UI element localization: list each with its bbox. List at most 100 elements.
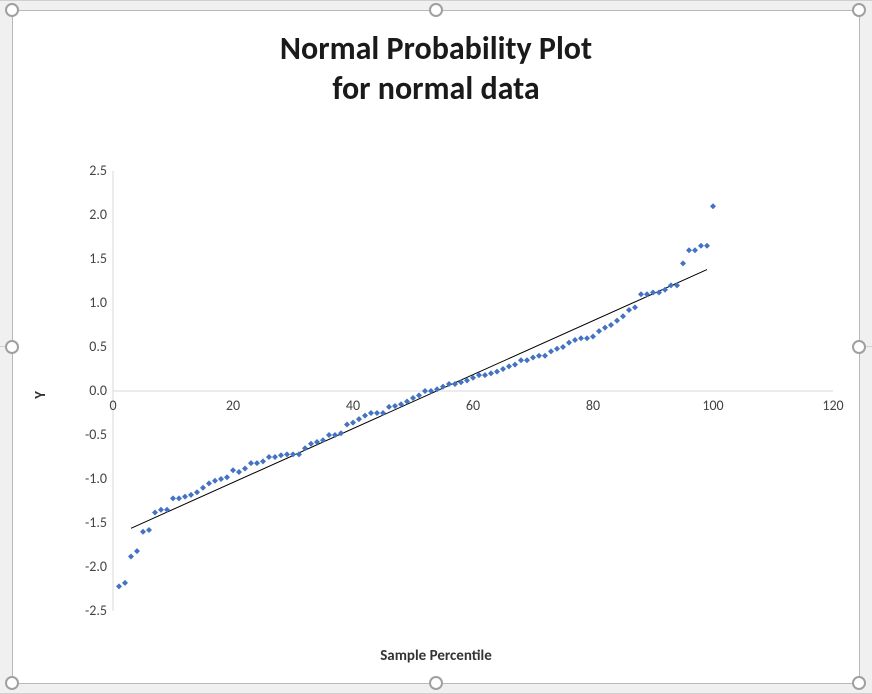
y-tick-label: 0.0	[65, 382, 107, 399]
x-tick-label: 40	[346, 397, 360, 414]
data-point	[704, 243, 710, 249]
data-point	[380, 410, 386, 416]
data-point	[368, 410, 374, 416]
data-point	[122, 580, 128, 586]
data-point	[356, 416, 362, 422]
data-point	[236, 469, 242, 475]
y-tick-label: -0.5	[65, 426, 107, 443]
data-point	[206, 480, 212, 486]
data-point	[590, 333, 596, 339]
resize-handle-ne[interactable]	[852, 3, 866, 17]
data-point	[242, 465, 248, 471]
y-tick-label: 1.0	[65, 294, 107, 311]
data-point	[326, 432, 332, 438]
data-point	[308, 441, 314, 447]
data-point	[488, 370, 494, 376]
y-tick-label: 0.5	[65, 338, 107, 355]
y-tick-label: 2.0	[65, 206, 107, 223]
x-tick-label: 80	[586, 397, 600, 414]
data-point	[116, 583, 122, 589]
data-point	[548, 348, 554, 354]
data-point	[146, 527, 152, 533]
data-point	[320, 437, 326, 443]
data-point	[212, 478, 218, 484]
chart-title: Normal Probability Plot for normal data	[13, 29, 859, 109]
data-point	[194, 489, 200, 495]
data-point	[578, 335, 584, 341]
data-point	[302, 445, 308, 451]
chart-frame[interactable]: Normal Probability Plot for normal data …	[12, 10, 860, 684]
data-point	[392, 403, 398, 409]
data-point	[278, 452, 284, 458]
data-point	[362, 413, 368, 419]
bg-gridline	[0, 0, 872, 1]
data-point	[134, 548, 140, 554]
data-point	[152, 509, 158, 515]
data-point	[668, 282, 674, 288]
data-point	[284, 451, 290, 457]
resize-handle-nw[interactable]	[5, 3, 19, 17]
data-point	[536, 353, 542, 359]
data-point	[482, 372, 488, 378]
data-point	[554, 346, 560, 352]
data-point	[632, 304, 638, 310]
data-point	[260, 458, 266, 464]
plot-area	[113, 171, 833, 611]
y-axis-label: Y	[32, 391, 50, 399]
data-point	[170, 495, 176, 501]
data-point	[506, 363, 512, 369]
chart-container: Normal Probability Plot for normal data …	[0, 0, 872, 694]
data-point	[626, 307, 632, 313]
data-point	[542, 353, 548, 359]
data-point	[596, 328, 602, 334]
y-tick-label: 1.5	[65, 250, 107, 267]
resize-handle-e[interactable]	[852, 340, 866, 354]
x-tick-label: 60	[466, 397, 480, 414]
data-point	[164, 507, 170, 513]
data-point	[218, 476, 224, 482]
resize-handle-n[interactable]	[429, 3, 443, 17]
data-point	[674, 282, 680, 288]
data-point	[584, 335, 590, 341]
data-point	[518, 357, 524, 363]
data-point	[686, 247, 692, 253]
data-point	[140, 529, 146, 535]
x-tick-label: 100	[702, 397, 723, 414]
data-point	[176, 495, 182, 501]
data-point	[254, 460, 260, 466]
resize-handle-sw[interactable]	[5, 676, 19, 690]
data-point	[200, 485, 206, 491]
data-point	[698, 243, 704, 249]
data-point	[512, 362, 518, 368]
y-tick-label: -2.0	[65, 558, 107, 575]
data-point	[266, 454, 272, 460]
y-tick-label: -1.0	[65, 470, 107, 487]
y-tick-label: 2.5	[65, 162, 107, 179]
data-point	[158, 507, 164, 513]
data-point	[620, 313, 626, 319]
data-point	[350, 420, 356, 426]
data-point	[458, 379, 464, 385]
data-point	[386, 404, 392, 410]
data-point	[230, 467, 236, 473]
data-point	[272, 454, 278, 460]
data-point	[494, 369, 500, 375]
title-line1: Normal Probability Plot	[280, 29, 592, 68]
data-point	[182, 494, 188, 500]
y-tick-label: -1.5	[65, 514, 107, 531]
resize-handle-s[interactable]	[429, 676, 443, 690]
data-point	[530, 355, 536, 361]
data-point	[602, 325, 608, 331]
resize-handle-w[interactable]	[5, 340, 19, 354]
data-point	[566, 340, 572, 346]
x-tick-label: 120	[822, 397, 843, 414]
data-point	[692, 247, 698, 253]
resize-handle-se[interactable]	[852, 676, 866, 690]
data-point	[248, 460, 254, 466]
data-point	[560, 344, 566, 350]
data-point	[344, 421, 350, 427]
data-point	[614, 318, 620, 324]
y-tick-label: -2.5	[65, 602, 107, 619]
x-axis-label: Sample Percentile	[13, 647, 859, 665]
data-point	[644, 291, 650, 297]
